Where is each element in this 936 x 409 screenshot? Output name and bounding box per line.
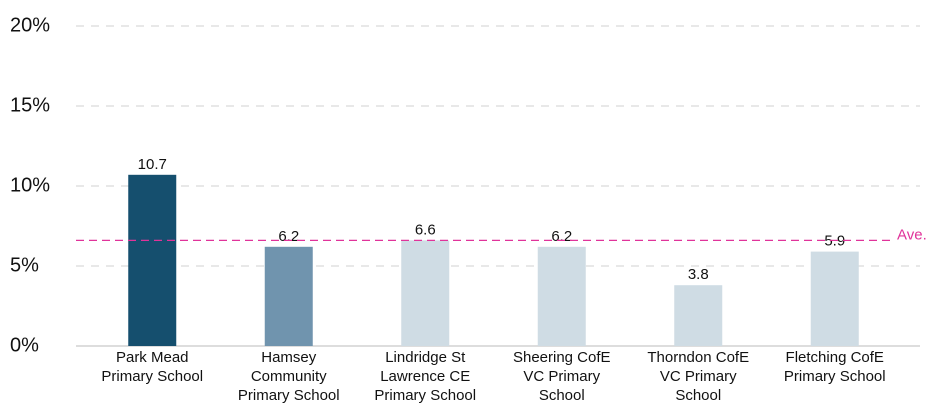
bar: [674, 285, 723, 346]
value-label: 6.2: [551, 228, 572, 245]
bar: [401, 240, 450, 346]
bar: [264, 246, 313, 346]
x-tick-label: Hamsey Community Primary School: [237, 349, 340, 404]
value-label: 3.8: [688, 266, 709, 283]
y-tick-label: 15%: [10, 94, 50, 116]
x-tick-label: Park Mead Primary School: [101, 349, 204, 385]
y-tick-label: 10%: [10, 174, 50, 196]
average-label: Ave.: [897, 226, 927, 243]
value-label: 10.7: [138, 156, 167, 173]
x-tick-label: Lindridge St Lawrence CE Primary School: [374, 349, 477, 404]
bar: [537, 246, 586, 346]
x-tick-label: Sheering CofE VC Primary School: [512, 349, 611, 404]
x-tick-label: Thorndon CofE VC Primary School: [647, 349, 750, 404]
value-label: 6.6: [415, 221, 436, 238]
y-tick-label: 0%: [10, 334, 39, 356]
value-label: 5.9: [824, 233, 845, 250]
bar: [810, 251, 859, 346]
x-tick-label: Fletching CofE Primary School: [783, 349, 886, 385]
value-label: 6.2: [278, 228, 299, 245]
y-tick-label: 20%: [10, 14, 50, 36]
y-tick-label: 5%: [10, 254, 39, 276]
bar: [128, 174, 177, 346]
